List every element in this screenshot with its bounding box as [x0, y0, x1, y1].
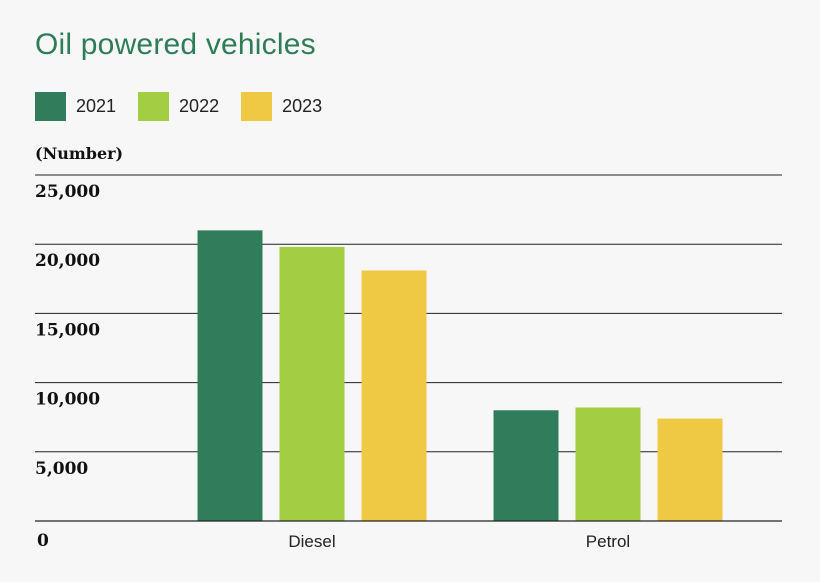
legend-swatch-2023 [241, 92, 273, 121]
legend-item-2022: 2022 [138, 92, 219, 121]
y-tick-label: 5,000 [35, 459, 88, 479]
bar-diesel-2022 [279, 246, 345, 521]
y-tick-label: 15,000 [35, 320, 100, 340]
x-tick-label: Diesel [288, 532, 335, 551]
legend-label-2022: 2022 [179, 96, 220, 116]
bar-petrol-2022 [575, 407, 641, 521]
legend-item-2023: 2023 [241, 92, 322, 121]
x-tick-label: Petrol [586, 532, 630, 551]
legend: 2021 2022 2023 [35, 92, 344, 121]
chart-title: Oil powered vehicles [35, 28, 316, 61]
bar-diesel-2023 [361, 270, 427, 521]
legend-label-2021: 2021 [76, 96, 117, 116]
y-tick-label: 25,000 [35, 182, 100, 202]
y-tick-label: 0 [37, 531, 49, 551]
legend-item-2021: 2021 [35, 92, 116, 121]
legend-swatch-2021 [35, 92, 66, 121]
y-axis-unit-label: (Number) [35, 144, 124, 163]
y-tick-label: 20,000 [35, 251, 100, 271]
legend-swatch-2022 [138, 92, 170, 121]
bar-petrol-2021 [493, 410, 559, 521]
bar-diesel-2021 [197, 230, 263, 522]
bar-petrol-2023 [657, 418, 723, 521]
legend-label-2023: 2023 [282, 96, 323, 116]
y-tick-label: 10,000 [35, 390, 100, 410]
